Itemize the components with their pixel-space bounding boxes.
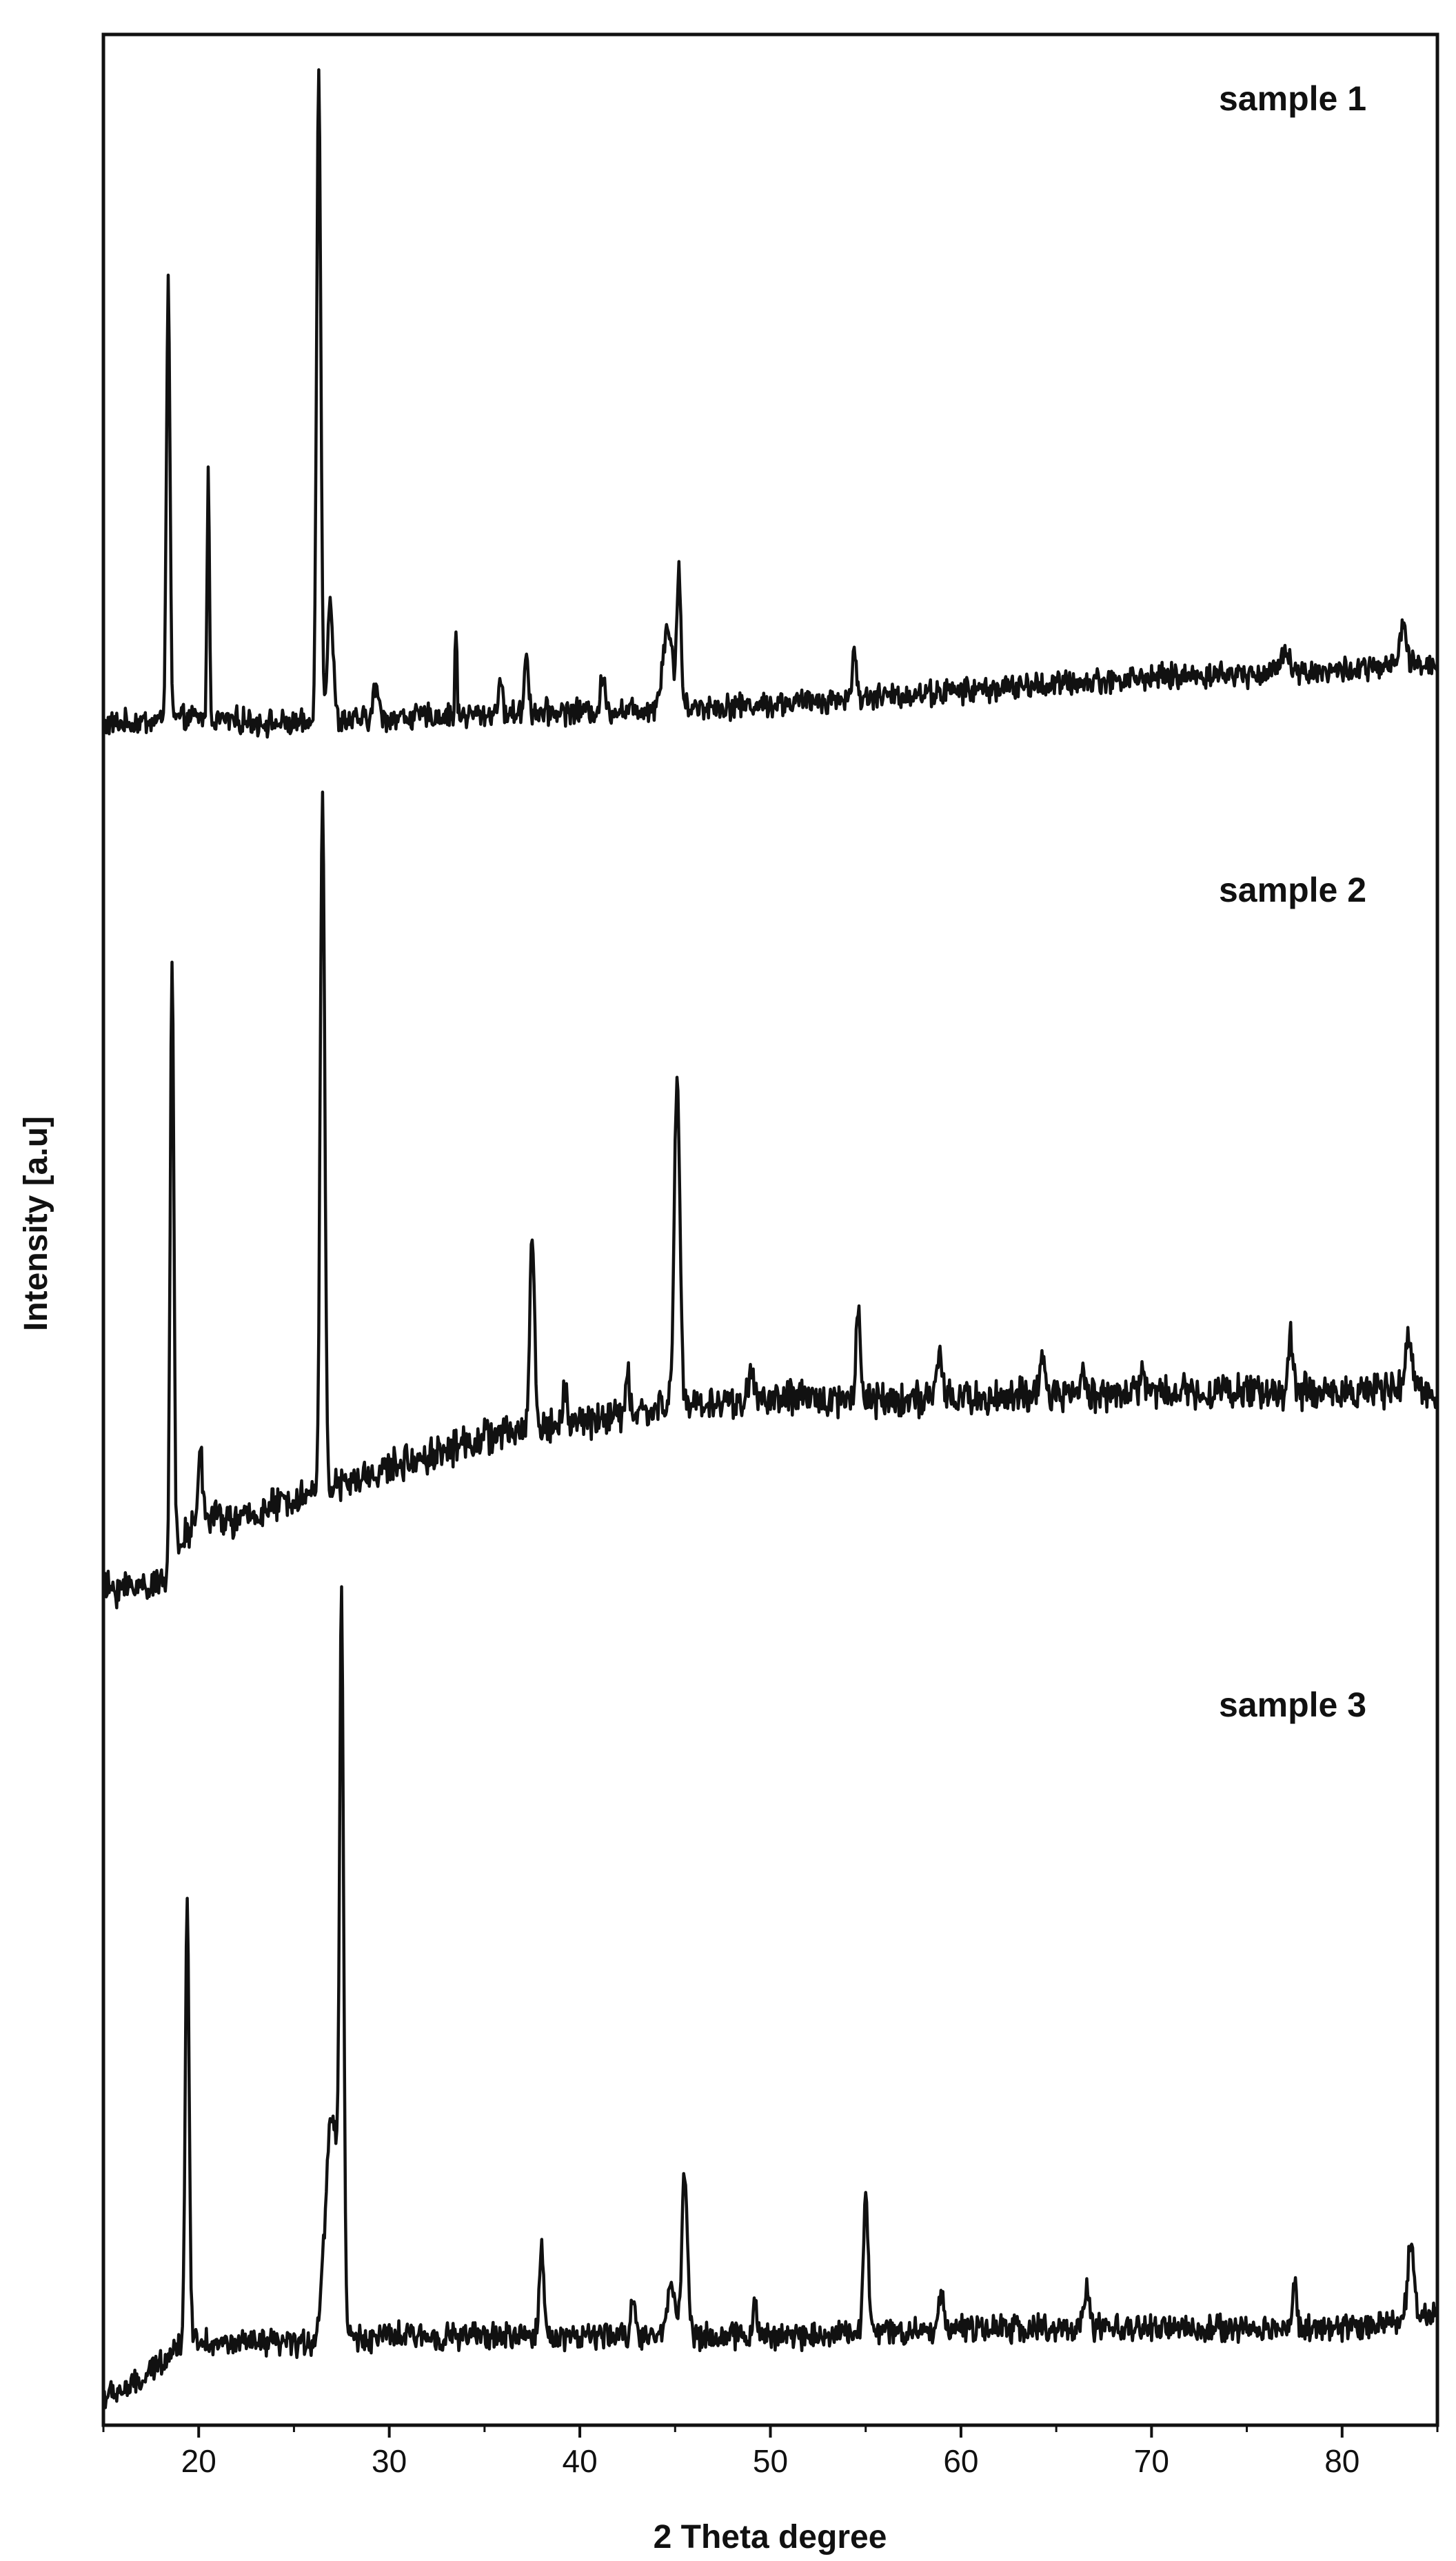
x-axis-tick-labels: 20 30 40 50 60 70 80: [181, 2443, 1360, 2479]
plot-frame: [101, 32, 1439, 2427]
x-tick-label-80: 80: [1324, 2443, 1359, 2479]
series-lines: [101, 68, 1439, 2409]
x-axis-ticks: [102, 2425, 1439, 2438]
series-label-3: sample 3: [1219, 1686, 1366, 1724]
series-label-2: sample 2: [1219, 871, 1366, 909]
x-tick-label-20: 20: [181, 2443, 216, 2479]
series-line-1: [101, 68, 1439, 739]
x-tick-label-70: 70: [1134, 2443, 1169, 2479]
series-labels: sample 1 sample 2 sample 3: [1219, 79, 1366, 1724]
x-tick-label-60: 60: [943, 2443, 978, 2479]
series-line-3: [101, 1585, 1439, 2409]
y-axis-title: Intensity [a.u]: [18, 1116, 54, 1331]
x-axis-title: 2 Theta degree: [654, 2519, 887, 2555]
x-tick-label-30: 30: [372, 2443, 407, 2479]
x-tick-label-50: 50: [753, 2443, 788, 2479]
x-tick-label-40: 40: [562, 2443, 597, 2479]
series-line-2: [101, 790, 1439, 1610]
series-label-1: sample 1: [1219, 79, 1366, 118]
